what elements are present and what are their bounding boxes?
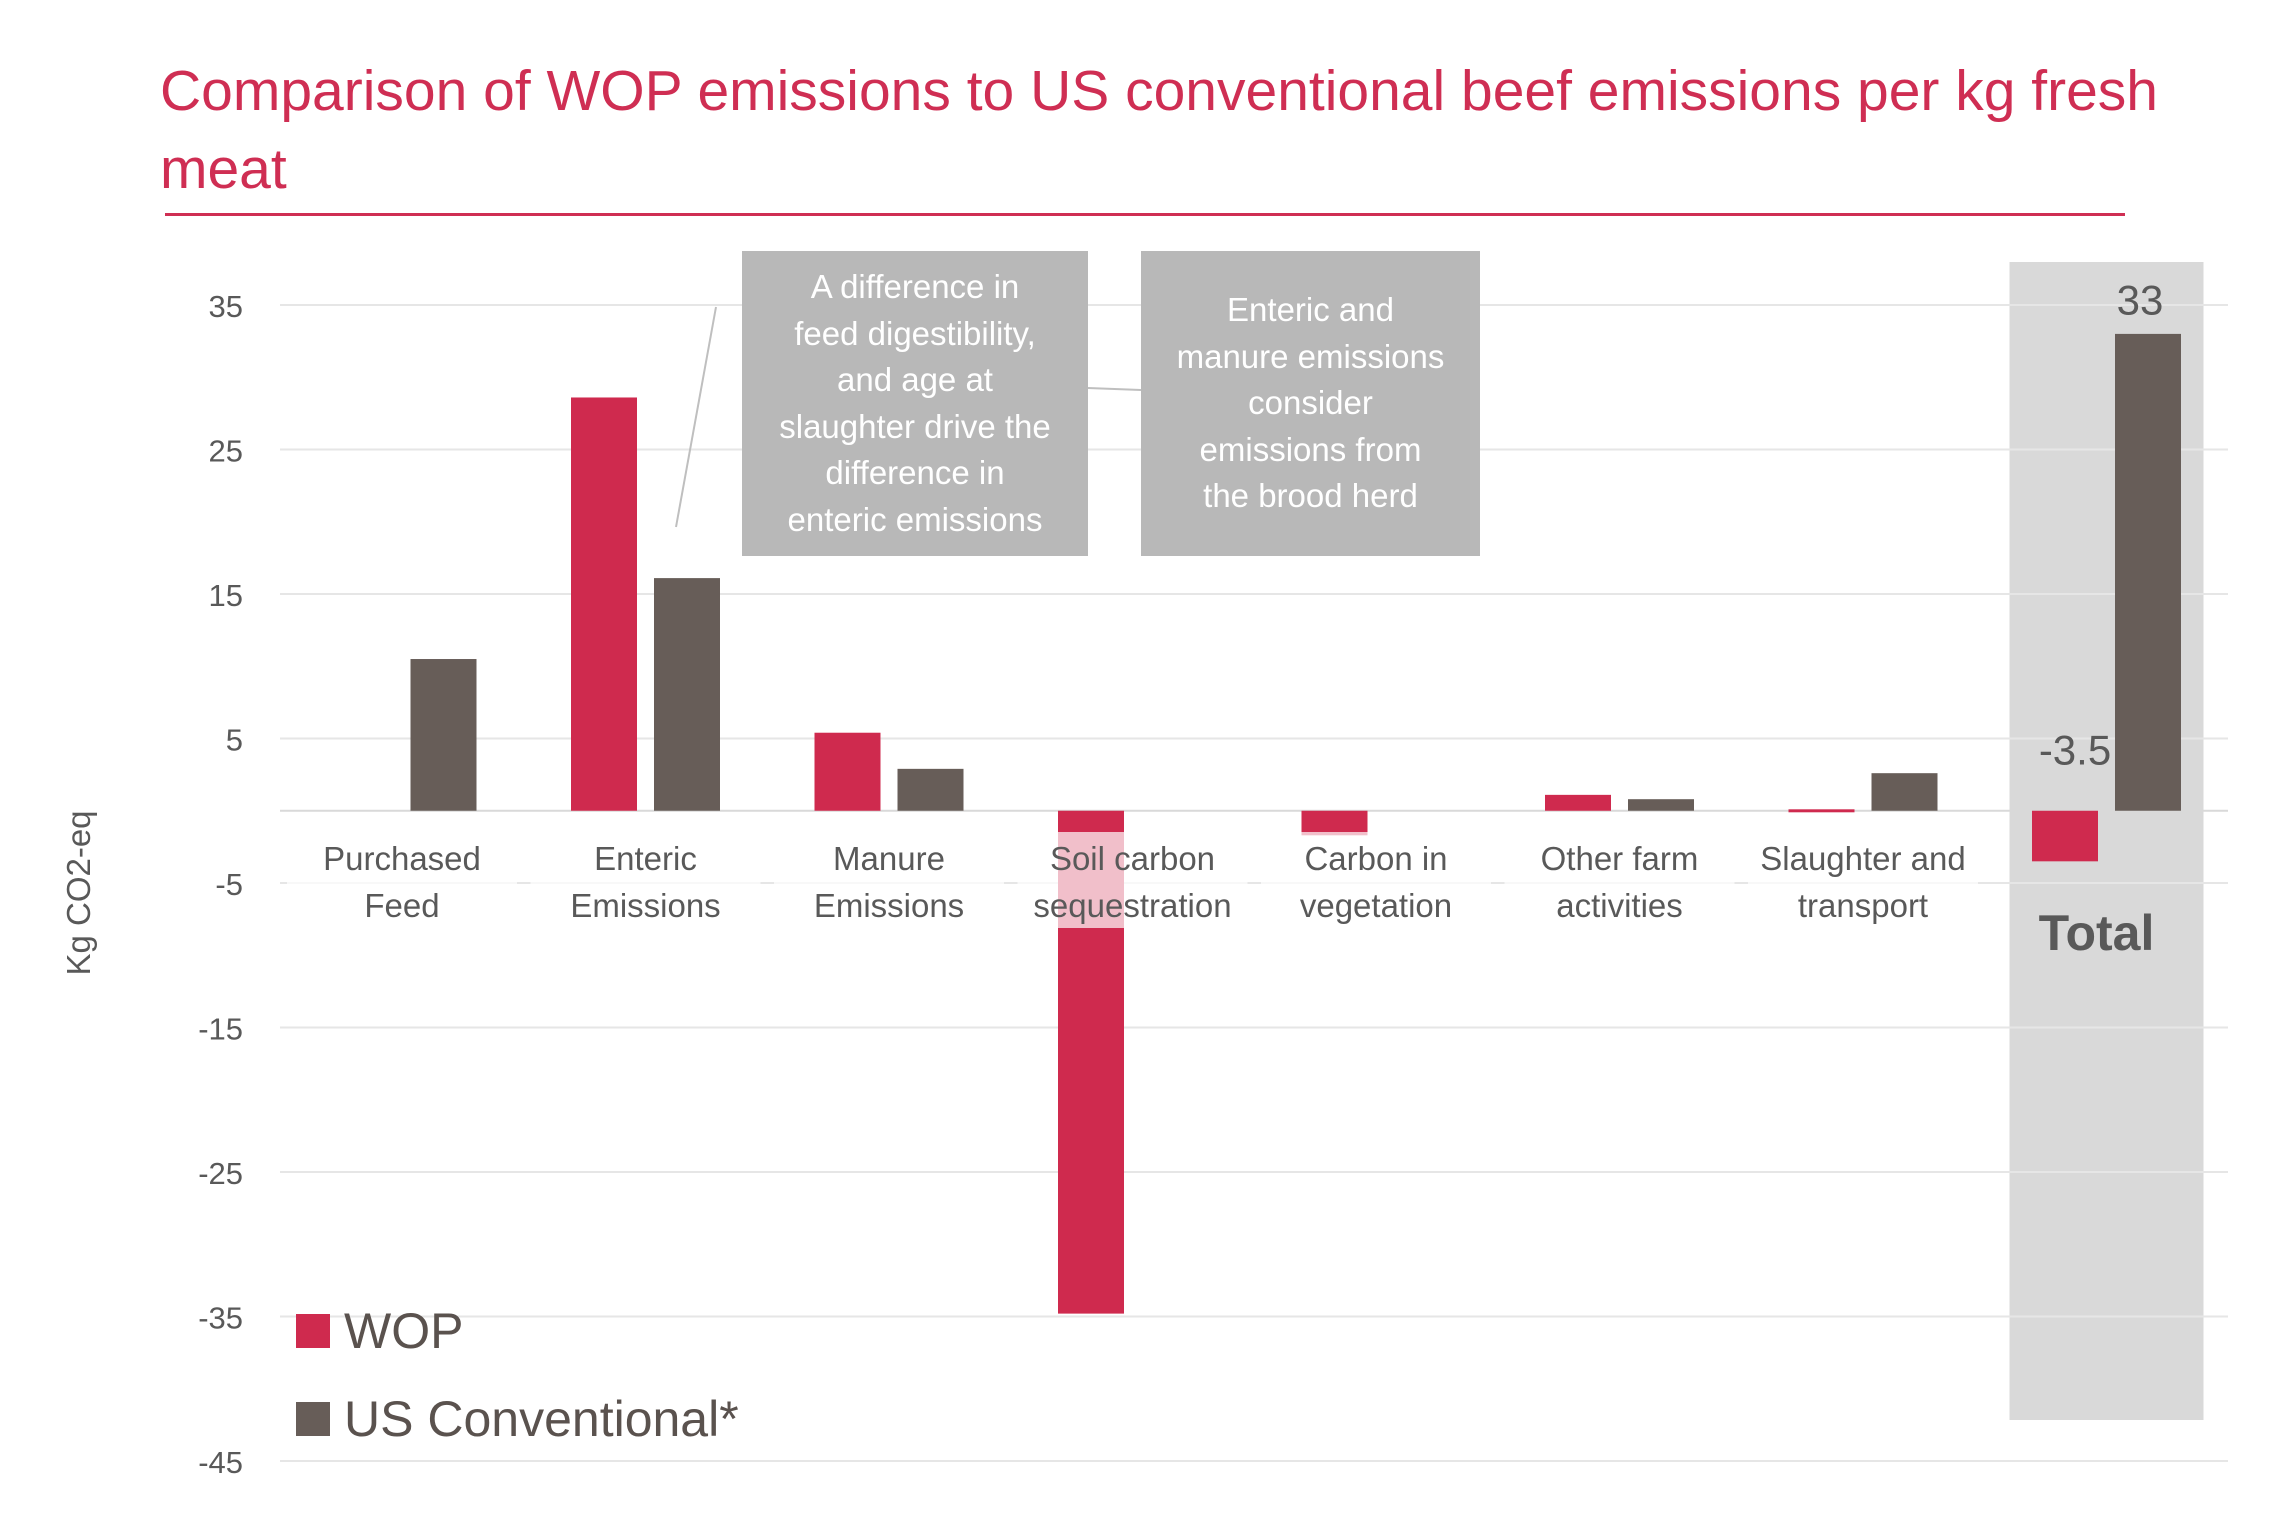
category-label: transport — [1798, 887, 1928, 924]
y-tick-label: -15 — [198, 1012, 243, 1047]
category-label: Emissions — [814, 887, 964, 924]
bar-wop — [2032, 810, 2098, 862]
category-label: vegetation — [1300, 887, 1452, 924]
legend-label-us-conventional: US Conventional* — [344, 1391, 739, 1447]
bar-us-conventional — [2115, 333, 2181, 811]
bar-us-conventional — [1871, 773, 1938, 811]
category-label-background — [1017, 832, 1248, 928]
bar-wop — [1545, 794, 1611, 811]
category-label: activities — [1556, 887, 1683, 924]
y-tick-label: 5 — [226, 723, 243, 758]
y-tick-label: -45 — [198, 1445, 243, 1480]
data-label-wop-total: -3.5 — [2039, 727, 2111, 774]
bar-us-conventional — [410, 659, 477, 811]
legend-swatch-us-conventional — [296, 1402, 330, 1436]
callout-enteric-difference: A difference in feed digestibility, and … — [742, 251, 1088, 556]
category-label-background — [1748, 832, 1978, 928]
bar-wop — [1301, 810, 1368, 836]
y-tick-label: -25 — [198, 1156, 243, 1191]
bar-us-conventional — [897, 768, 964, 811]
y-tick-label: -35 — [198, 1301, 243, 1336]
category-label: Manure — [833, 840, 945, 877]
category-label: Other farm — [1541, 840, 1699, 877]
bar-wop — [571, 397, 637, 811]
bar-us-conventional — [654, 578, 720, 811]
legend-item-us-conventional: US Conventional* — [296, 1390, 739, 1448]
category-label: Purchased — [323, 840, 481, 877]
bar-wop — [814, 732, 881, 811]
title-underline — [165, 213, 2125, 216]
category-label-background — [530, 832, 761, 928]
chart-title: Comparison of WOP emissions to US conven… — [160, 59, 2159, 201]
category-label: Slaughter and — [1760, 840, 1966, 877]
legend-label-wop: WOP — [344, 1303, 464, 1359]
y-tick-label: 15 — [209, 578, 243, 613]
category-label-background — [1261, 832, 1491, 928]
y-tick-label: 25 — [209, 434, 243, 469]
category-label-background — [774, 832, 1004, 928]
y-tick-label: -5 — [215, 867, 243, 902]
callout-enteric-difference-text: A difference in feed digestibility, and … — [779, 268, 1051, 538]
category-label-background — [1504, 832, 1735, 928]
legend-swatch-wop — [296, 1314, 330, 1348]
category-label: sequestration — [1033, 887, 1231, 924]
category-label: Emissions — [570, 887, 720, 924]
data-label-us-total: 33 — [2117, 276, 2164, 323]
category-label: Enteric — [594, 840, 697, 877]
bar-wop — [1788, 809, 1855, 813]
callout-brood-herd-text: Enteric and manure emissions consider em… — [1176, 291, 1445, 515]
y-tick-label: 35 — [209, 289, 243, 324]
legend-item-wop: WOP — [296, 1302, 463, 1360]
bar-us-conventional — [1628, 799, 1694, 811]
category-label-total: Total — [2039, 905, 2155, 961]
category-label: Soil carbon — [1050, 840, 1215, 877]
callout-brood-herd: Enteric and manure emissions consider em… — [1141, 251, 1480, 556]
category-label: Feed — [364, 887, 439, 924]
callout-leader-line — [675, 306, 717, 528]
callout-connector-line — [1087, 387, 1142, 391]
category-label: Carbon in — [1304, 840, 1447, 877]
category-label-background — [287, 832, 517, 928]
y-axis-label: Kg CO2-eq — [60, 810, 97, 975]
